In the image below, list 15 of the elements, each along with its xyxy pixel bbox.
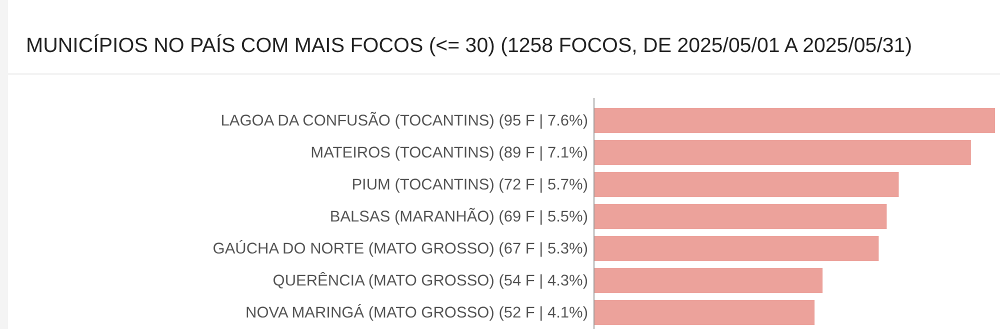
bar [594,172,899,197]
bar [594,300,815,325]
y-tick-label: NOVA MARINGÁ (MATO GROSSO) (52 F | 4.1%) [246,304,588,322]
bar [594,204,887,229]
bar [594,108,995,133]
y-tick-label: LAGOA DA CONFUSÃO (TOCANTINS) (95 F | 7.6%) [220,112,588,130]
y-tick-label: PIUM (TOCANTINS) (72 F | 5.7%) [352,176,588,194]
y-tick-label: GAÚCHA DO NORTE (MATO GROSSO) (67 F | 5.3%) [212,240,588,258]
bar [594,140,971,165]
bar [594,268,823,293]
chart-title: MUNICÍPIOS NO PAÍS COM MAIS FOCOS (<= 30) (1258 FOCOS, DE 2025/05/01 A 2025/05/31) [26,34,912,57]
y-tick-label: MATEIROS (TOCANTINS) (89 F | 7.1%) [310,144,588,162]
y-tick-label: QUERÊNCIA (MATO GROSSO) (54 F | 4.3%) [272,272,588,290]
y-tick-label: BALSAS (MARANHÃO) (69 F | 5.5%) [330,208,588,226]
bar [594,236,879,261]
